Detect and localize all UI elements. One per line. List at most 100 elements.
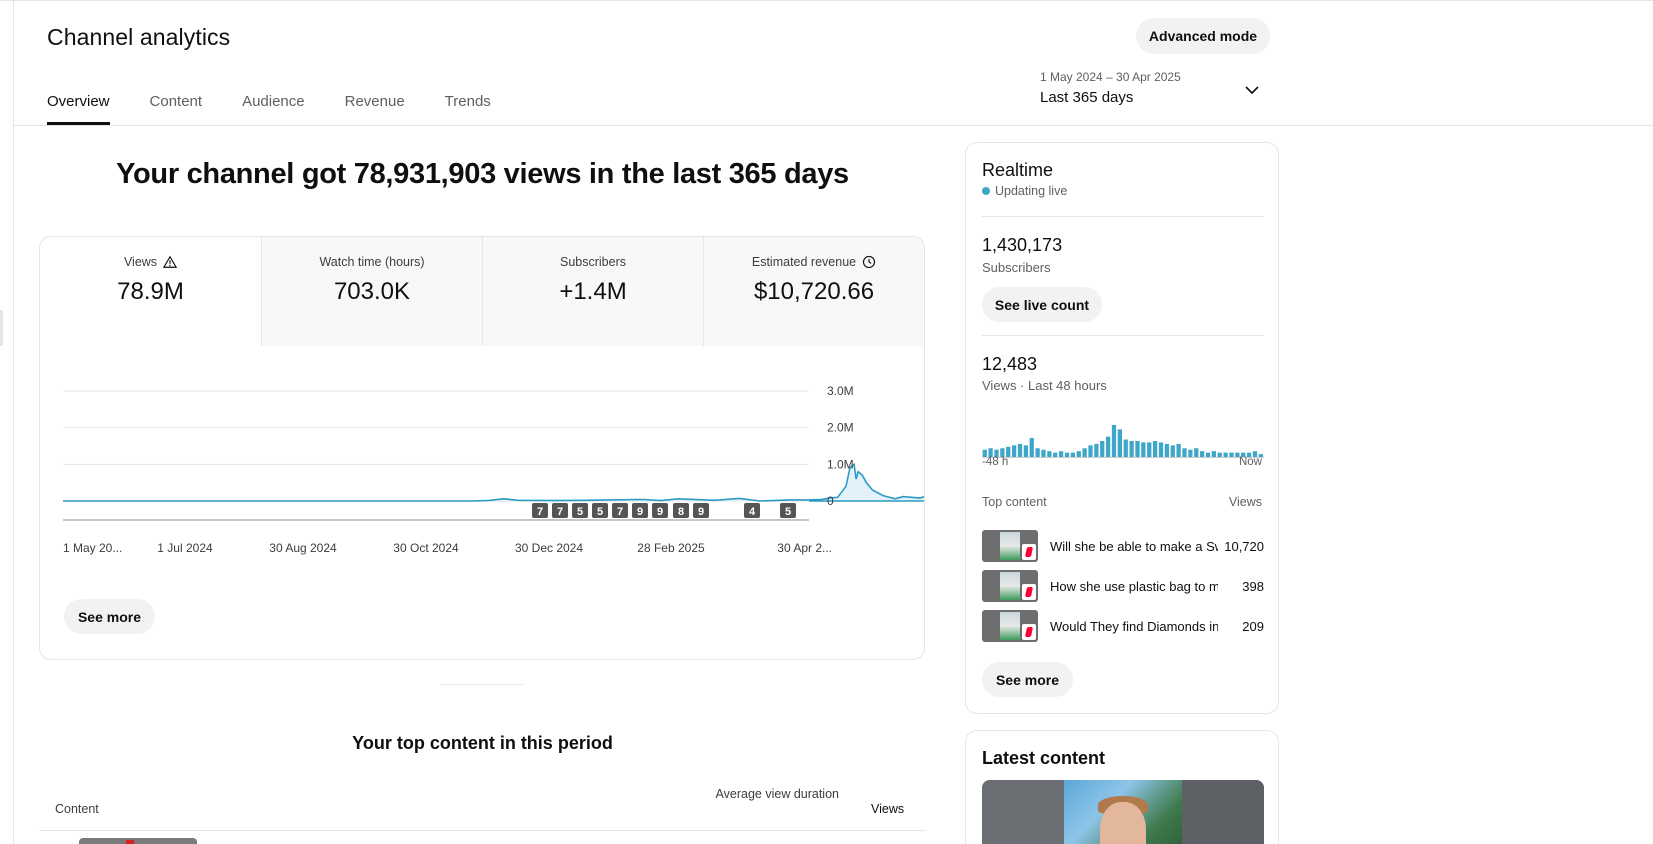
tab-revenue[interactable]: Revenue (344, 93, 405, 110)
column-content[interactable]: Content (55, 802, 99, 816)
realtime-bar[interactable] (1235, 452, 1240, 457)
annotation-marker[interactable]: 7 (552, 503, 568, 518)
realtime-bar[interactable] (1241, 452, 1246, 457)
realtime-bar[interactable] (1111, 425, 1117, 457)
annotation-marker[interactable]: 9 (632, 503, 648, 518)
realtime-bars (982, 425, 1264, 457)
clock-icon[interactable] (862, 255, 876, 269)
metric-views[interactable]: Views 78.9M (40, 237, 261, 346)
realtime-bar[interactable] (1058, 451, 1064, 457)
column-avg-view-duration[interactable]: Average view duration (715, 787, 839, 801)
realtime-bar[interactable] (1182, 448, 1187, 457)
tab-content[interactable]: Content (149, 93, 203, 110)
rail-handle[interactable] (0, 310, 3, 346)
realtime-bar[interactable] (1011, 445, 1017, 457)
annotation-marker[interactable]: 9 (693, 503, 709, 518)
realtime-bar[interactable] (1094, 443, 1099, 457)
realtime-bar[interactable] (1041, 449, 1046, 457)
realtime-bar[interactable] (1152, 441, 1158, 457)
realtime-bar[interactable] (1194, 448, 1199, 457)
tab-audience[interactable]: Audience (242, 93, 305, 110)
realtime-bar[interactable] (1070, 452, 1075, 457)
x-tick-label: 28 Feb 2025 (637, 541, 705, 555)
realtime-bar[interactable] (1006, 446, 1011, 457)
see-live-count-button[interactable]: See live count (982, 287, 1102, 322)
date-range-label: Last 365 days (1040, 89, 1134, 106)
metric-subscribers[interactable]: Subscribers +1.4M (482, 237, 703, 346)
realtime-bar[interactable] (1205, 452, 1211, 457)
realtime-see-more-button[interactable]: See more (982, 662, 1073, 697)
advanced-mode-button[interactable]: Advanced mode (1136, 18, 1270, 54)
latest-video-thumbnail[interactable] (982, 780, 1264, 844)
realtime-bar[interactable] (1164, 443, 1169, 457)
date-range-picker[interactable]: 1 May 2024 – 30 Apr 2025 Last 365 days (1040, 70, 1272, 114)
x-tick-label: 30 Aug 2024 (269, 541, 337, 555)
realtime-bar[interactable] (1000, 448, 1005, 457)
annotation-marker[interactable]: 5 (572, 503, 588, 518)
realtime-bar[interactable] (1035, 448, 1040, 457)
realtime-bar[interactable] (1217, 452, 1222, 457)
realtime-bar[interactable] (1123, 439, 1128, 457)
realtime-bar[interactable] (994, 449, 999, 457)
realtime-bar[interactable] (1023, 445, 1029, 457)
top-content-label: Top content (982, 495, 1047, 509)
annotation-marker[interactable]: 5 (780, 503, 796, 518)
annotation-marker[interactable]: 4 (744, 503, 760, 518)
section-divider (441, 684, 523, 685)
annotation-marker[interactable]: 8 (673, 503, 689, 518)
realtime-bar[interactable] (1047, 451, 1052, 457)
realtime-bar[interactable] (1076, 451, 1081, 457)
top-border (0, 0, 1653, 1)
content-thumbnail[interactable] (79, 838, 197, 844)
tab-overview[interactable]: Overview (47, 80, 110, 125)
realtime-bar[interactable] (1117, 429, 1122, 457)
realtime-bar[interactable] (1199, 451, 1205, 457)
realtime-bar[interactable] (1229, 452, 1234, 457)
realtime-bar[interactable] (1029, 438, 1034, 457)
realtime-bar[interactable] (1053, 452, 1058, 457)
realtime-bar[interactable] (1252, 451, 1258, 457)
realtime-bar[interactable] (1246, 452, 1252, 457)
y-tick-label: 3.0M (827, 384, 854, 398)
annotation-label: 5 (785, 506, 791, 518)
top-content-row[interactable]: Will she be able to make a Swimming Pool… (982, 530, 1264, 562)
realtime-bar[interactable] (1017, 443, 1023, 457)
realtime-bar[interactable] (1088, 445, 1093, 457)
metric-watch-time[interactable]: Watch time (hours) 703.0K (261, 237, 482, 346)
top-content-row[interactable]: How she use plastic bag to make a Whistl… (982, 570, 1264, 602)
realtime-bar[interactable] (1064, 452, 1070, 457)
annotation-marker[interactable]: 7 (612, 503, 628, 518)
realtime-bar[interactable] (1258, 454, 1264, 457)
realtime-bar[interactable] (982, 449, 987, 457)
overview-headline: Your channel got 78,931,903 views in the… (116, 158, 849, 190)
shorts-icon (1022, 544, 1036, 560)
annotation-marker[interactable]: 9 (652, 503, 668, 518)
column-views[interactable]: Views (871, 802, 905, 816)
realtime-bar[interactable] (1135, 441, 1140, 457)
realtime-bar[interactable] (1147, 442, 1152, 457)
annotation-marker[interactable]: 7 (532, 503, 548, 518)
realtime-bar[interactable] (1170, 445, 1175, 457)
warning-icon[interactable] (163, 255, 178, 269)
realtime-bar[interactable] (988, 448, 993, 457)
realtime-bar[interactable] (1176, 443, 1181, 457)
annotation-marker[interactable]: 5 (592, 503, 608, 518)
realtime-bar[interactable] (1129, 441, 1134, 457)
see-more-button[interactable]: See more (64, 599, 155, 634)
x-tick-label: 30 Oct 2024 (393, 541, 459, 555)
realtime-bar[interactable] (1100, 441, 1105, 457)
tab-trends[interactable]: Trends (444, 93, 491, 110)
realtime-bar[interactable] (1223, 452, 1228, 457)
realtime-bar[interactable] (1158, 442, 1164, 457)
metric-label: Views (123, 255, 158, 269)
realtime-views-label: Views · Last 48 hours (982, 378, 1107, 393)
realtime-bar[interactable] (1082, 448, 1087, 457)
metric-revenue[interactable]: Estimated revenue $10,720.66 (703, 237, 924, 346)
left-rail (0, 0, 14, 844)
top-content-row[interactable]: Would They find Diamonds in the Mud ? 20… (982, 610, 1264, 642)
realtime-bar[interactable] (1211, 451, 1216, 457)
realtime-bar[interactable] (1141, 442, 1146, 457)
realtime-bar[interactable] (1105, 436, 1111, 457)
realtime-bar[interactable] (1188, 449, 1193, 457)
